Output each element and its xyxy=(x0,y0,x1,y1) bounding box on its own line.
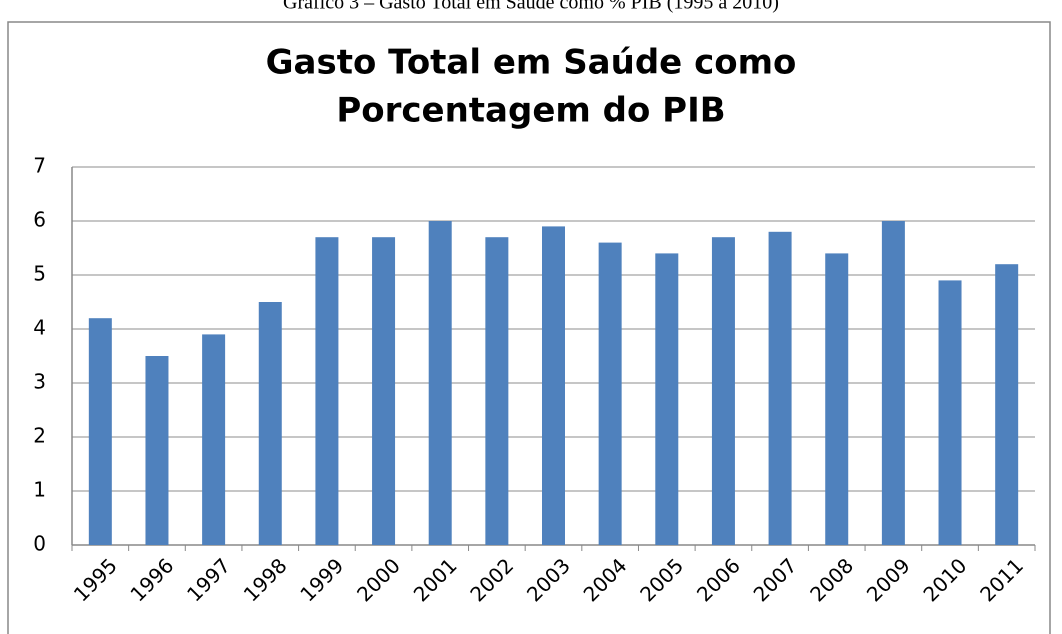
bar xyxy=(995,264,1019,545)
bar xyxy=(542,226,565,545)
x-tick-label: 2005 xyxy=(635,553,688,606)
y-tick-label: 7 xyxy=(33,154,46,178)
y-tick-label: 2 xyxy=(33,424,46,448)
bar xyxy=(768,231,792,546)
bar xyxy=(372,237,396,545)
x-tick-label: 1999 xyxy=(295,553,348,606)
bar xyxy=(711,237,735,545)
x-tick-label: 2010 xyxy=(918,553,971,606)
bar xyxy=(88,318,112,545)
y-tick-label: 5 xyxy=(33,262,46,286)
x-tick-label: 2002 xyxy=(465,553,518,606)
y-tick-label: 1 xyxy=(33,478,46,502)
bar xyxy=(598,242,622,545)
x-tick-label: 2000 xyxy=(352,553,405,606)
bar xyxy=(315,237,339,545)
x-tick-label: 2008 xyxy=(805,553,858,606)
y-tick-label: 4 xyxy=(33,316,46,340)
x-tick-label: 2009 xyxy=(862,553,915,606)
x-tick-label: 1998 xyxy=(239,553,292,606)
x-tick-label: 2003 xyxy=(522,553,575,606)
bar xyxy=(145,356,169,545)
x-tick-label: 2011 xyxy=(975,553,1028,606)
x-tick-label: 2004 xyxy=(579,553,632,606)
bar xyxy=(655,253,679,545)
y-tick-label: 3 xyxy=(33,370,46,394)
y-tick-label: 0 xyxy=(33,532,46,556)
bar xyxy=(825,253,849,545)
bar xyxy=(485,237,509,545)
chart-title: Gasto Total em Saúde como xyxy=(266,43,797,83)
x-tick-label: 2001 xyxy=(409,553,462,606)
y-tick-label: 6 xyxy=(33,208,46,232)
bar xyxy=(258,302,282,545)
x-tick-label: 1996 xyxy=(125,553,178,606)
bar xyxy=(881,221,905,545)
caption: Gráfico 3 – Gasto Total em Saúde como % … xyxy=(283,0,779,14)
bar xyxy=(938,280,962,545)
chart-border xyxy=(7,21,1051,634)
bar xyxy=(202,334,226,545)
bar xyxy=(428,221,452,545)
x-tick-label: 1997 xyxy=(182,553,235,606)
x-tick-label: 2007 xyxy=(749,553,802,606)
x-tick-label: 2006 xyxy=(692,553,745,606)
x-tick-label: 1995 xyxy=(69,553,122,606)
chart-title: Porcentagem do PIB xyxy=(336,91,725,131)
